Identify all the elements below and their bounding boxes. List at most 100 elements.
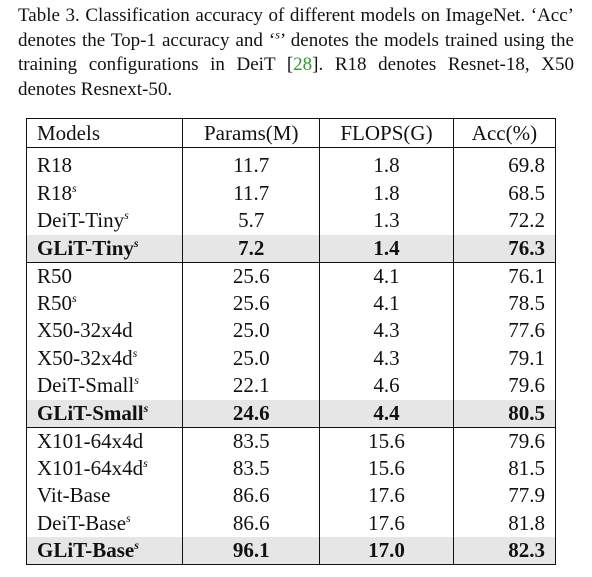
table-row: X101-64x4ds 83.5 15.6 81.5 — [25, 454, 557, 482]
model-sup-mark: s — [134, 538, 139, 552]
acc-cell: 79.6 — [452, 372, 557, 400]
model-name: X50-32x4d — [37, 345, 133, 370]
flops-cell: 4.1 — [319, 289, 454, 317]
model-sup-mark: s — [132, 345, 138, 360]
table-row: X101-64x4d 83.5 15.6 79.6 — [25, 426, 557, 455]
acc-cell: 77.6 — [452, 317, 557, 345]
table-row: DeiT-Smalls 22.1 4.6 79.6 — [25, 372, 557, 400]
params-cell: 96.1 — [182, 537, 321, 565]
model-name-cell: GLiT-Bases — [25, 537, 184, 565]
flops-cell: 1.3 — [319, 207, 454, 235]
params-cell: 86.6 — [182, 482, 321, 510]
params-cell: 25.0 — [182, 317, 321, 345]
model-name-cell: Vit-Base — [25, 482, 184, 510]
flops-cell: 4.6 — [319, 372, 454, 400]
flops-cell: 15.6 — [319, 426, 454, 455]
model-name: GLiT-Tiny — [37, 235, 134, 260]
params-cell: 25.6 — [182, 289, 321, 317]
model-name-cell: DeiT-Smalls — [25, 372, 184, 400]
caption-text-3: ]. R18 denotes Resnet-18, X50 denotes Re… — [18, 54, 574, 100]
model-name-cell: R50s — [25, 289, 184, 317]
model-sup-mark: s — [126, 510, 131, 525]
model-sup-mark: s — [133, 235, 139, 250]
model-name-cell: R50 — [25, 261, 184, 290]
model-name-cell: X101-64x4d — [25, 426, 184, 455]
table-row: DeiT-Tinys 5.7 1.3 72.2 — [25, 207, 557, 235]
params-cell: 22.1 — [182, 372, 321, 400]
model-name-cell: GLiT-Smalls — [25, 399, 184, 428]
acc-cell: 68.5 — [452, 179, 557, 207]
acc-cell: 76.1 — [452, 261, 557, 290]
params-cell: 11.7 — [182, 152, 321, 180]
acc-cell: 72.2 — [452, 207, 557, 235]
table-caption: Table 3. Classification accuracy of diff… — [18, 4, 574, 102]
model-name-cell: R18s — [25, 179, 184, 207]
table-row: R50 25.6 4.1 76.1 — [25, 261, 557, 290]
model-sup-mark: s — [72, 290, 77, 305]
table-row: R18s 11.7 1.8 68.5 — [25, 179, 557, 207]
table-row: GLiT-Tinys 7.2 1.4 76.3 — [25, 234, 557, 263]
table-row: Vit-Base 86.6 17.6 77.9 — [25, 482, 557, 510]
model-name: DeiT-Base — [37, 510, 127, 535]
model-name: DeiT-Tiny — [37, 208, 125, 233]
flops-cell: 17.0 — [319, 537, 454, 565]
citation-link[interactable]: 28 — [293, 54, 313, 75]
flops-cell: 17.6 — [319, 509, 454, 537]
model-name: Vit-Base — [37, 483, 111, 508]
flops-cell: 15.6 — [319, 454, 454, 482]
model-name: X50-32x4d — [37, 318, 133, 343]
results-table: Models Params(M) FLOPS(G) Acc(%) R18 11.7… — [25, 118, 557, 565]
params-cell: 7.2 — [182, 234, 321, 263]
flops-cell: 4.3 — [319, 344, 454, 372]
model-name: R18 — [37, 153, 73, 178]
flops-cell: 1.8 — [319, 179, 454, 207]
acc-cell: 69.8 — [452, 152, 557, 180]
acc-cell: 81.8 — [452, 509, 557, 537]
model-name: R50 — [37, 263, 73, 288]
model-name-cell: R18 — [25, 152, 184, 180]
model-name: R50 — [37, 290, 73, 315]
flops-cell: 4.3 — [319, 317, 454, 345]
flops-cell: 1.4 — [319, 234, 454, 263]
model-name: R18 — [37, 180, 73, 205]
model-name-cell: X101-64x4ds — [25, 454, 184, 482]
acc-cell: 79.1 — [452, 344, 557, 372]
spacer-cell — [452, 147, 557, 152]
model-sup-mark: s — [72, 180, 77, 195]
table-row: X50-32x4d 25.0 4.3 77.6 — [25, 317, 557, 345]
params-cell: 25.0 — [182, 344, 321, 372]
flops-cell: 4.1 — [319, 261, 454, 290]
header-row: Models Params(M) FLOPS(G) Acc(%) — [25, 118, 557, 148]
table-row: R50s 25.6 4.1 78.5 — [25, 289, 557, 317]
model-sup-mark: s — [143, 455, 148, 470]
table-row: DeiT-Bases 86.6 17.6 81.8 — [25, 509, 557, 537]
caption-sup-mark: s — [275, 27, 280, 42]
acc-cell: 79.6 — [452, 426, 557, 455]
table-row: GLiT-Bases 96.1 17.0 82.3 — [25, 537, 557, 565]
params-cell: 11.7 — [182, 179, 321, 207]
acc-cell: 78.5 — [452, 289, 557, 317]
spacer-cell — [25, 147, 184, 152]
table-row: R18 11.7 1.8 69.8 — [25, 152, 557, 180]
table-row: GLiT-Smalls 24.6 4.4 80.5 — [25, 399, 557, 428]
header-acc: Acc(%) — [452, 118, 557, 148]
acc-cell: 76.3 — [452, 234, 557, 263]
acc-cell: 81.5 — [452, 454, 557, 482]
model-name: GLiT-Base — [37, 538, 135, 562]
params-cell: 83.5 — [182, 426, 321, 455]
model-name-cell: X50-32x4ds — [25, 344, 184, 372]
acc-cell: 77.9 — [452, 482, 557, 510]
acc-cell: 80.5 — [452, 399, 557, 428]
params-cell: 83.5 — [182, 454, 321, 482]
header-models: Models — [25, 118, 184, 148]
model-name: DeiT-Small — [37, 373, 135, 398]
flops-cell: 1.8 — [319, 152, 454, 180]
header-spacer — [25, 147, 557, 152]
model-name-cell: DeiT-Bases — [25, 509, 184, 537]
table-row: X50-32x4ds 25.0 4.3 79.1 — [25, 344, 557, 372]
params-cell: 24.6 — [182, 399, 321, 428]
model-sup-mark: s — [124, 208, 129, 223]
header-flops: FLOPS(G) — [319, 118, 454, 148]
flops-cell: 4.4 — [319, 399, 454, 428]
model-name: GLiT-Small — [37, 400, 144, 425]
